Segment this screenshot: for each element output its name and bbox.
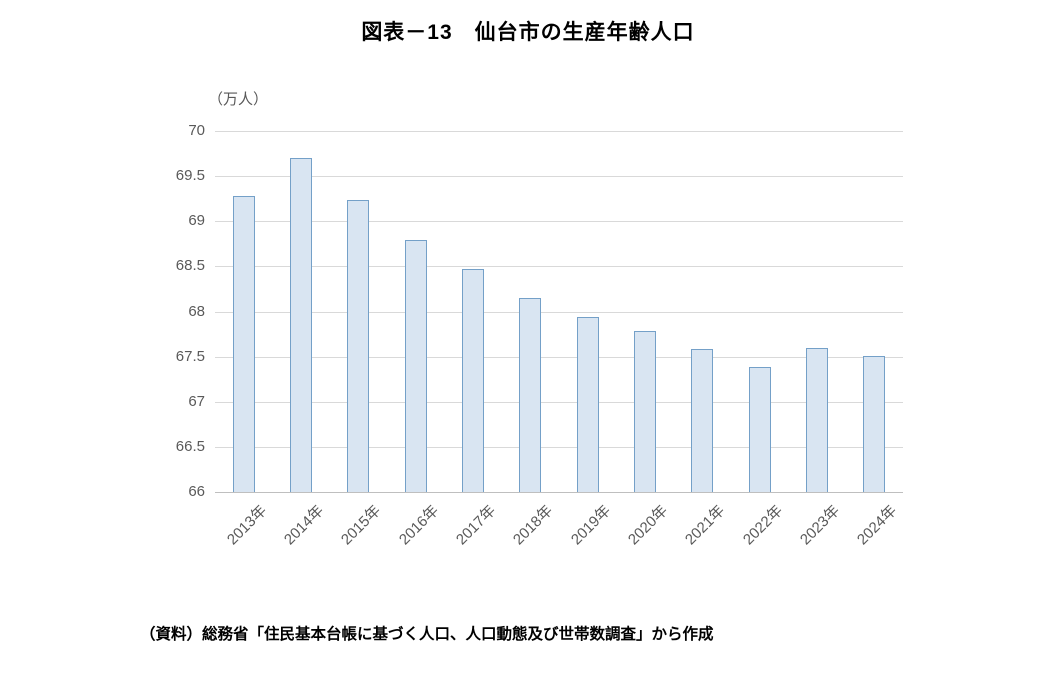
gridline	[215, 356, 903, 358]
bar	[576, 316, 599, 492]
bar	[404, 240, 427, 492]
y-tick-label: 66	[188, 483, 205, 500]
gridline	[215, 401, 903, 403]
bar-chart-plot-area: 70 69.5 69 68.5 68 67.5 67 66.5 66 2013年 2014年 2015…	[176, 122, 903, 548]
y-tick-label: 69.5	[175, 167, 205, 185]
bar	[519, 297, 542, 492]
gridline	[215, 311, 903, 313]
bar	[691, 349, 714, 492]
chart-title: 図表－13 仙台市の生産年齢人口	[361, 21, 695, 44]
gridline	[215, 131, 903, 132]
gridline	[215, 492, 903, 493]
gridline	[215, 266, 903, 268]
bar	[748, 367, 771, 492]
y-tick-label: 68	[188, 302, 205, 320]
bar	[347, 200, 370, 492]
bar	[634, 331, 656, 492]
bar	[232, 195, 255, 492]
gridline	[215, 221, 903, 223]
gridline	[215, 176, 903, 178]
y-tick-label: 70	[188, 122, 205, 139]
gridline	[215, 446, 903, 448]
bar	[290, 158, 312, 492]
y-axis-unit-label: （万人）	[208, 91, 269, 108]
bar	[863, 355, 886, 492]
bar	[806, 347, 828, 492]
y-tick-label: 69	[188, 212, 205, 230]
y-tick-label: 68.5	[175, 257, 205, 275]
y-tick-label: 66.5	[175, 437, 205, 455]
x-tick-label: 2024年	[854, 502, 901, 549]
source-note: （資料）総務省「住民基本台帳に基づく人口、人口動態及び世帯数調査」から作成	[140, 626, 714, 643]
y-tick-label: 67.5	[175, 347, 205, 365]
bar	[462, 269, 484, 492]
y-tick-label: 67	[188, 392, 205, 410]
